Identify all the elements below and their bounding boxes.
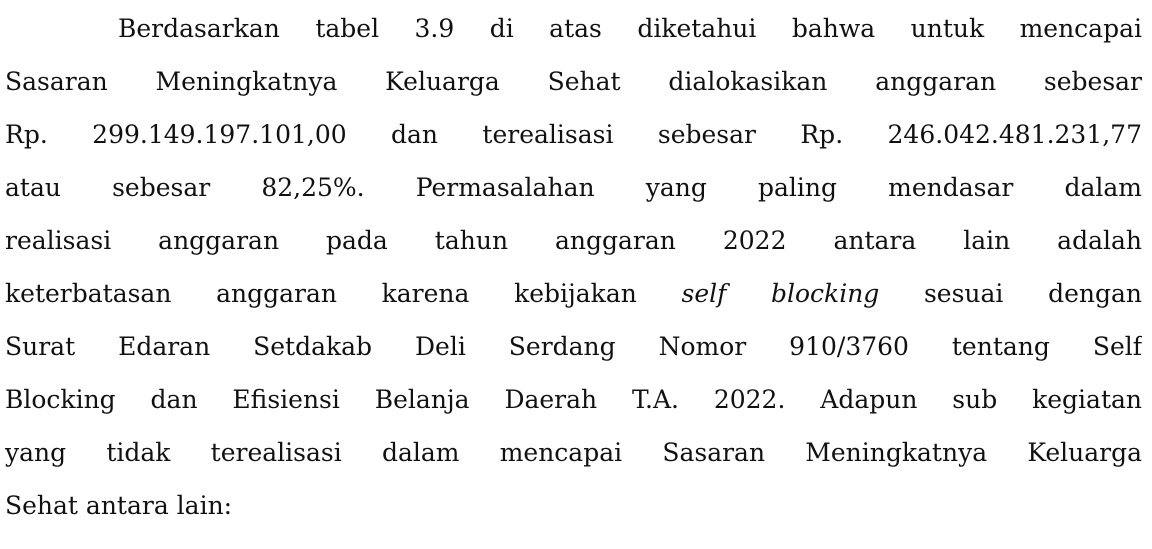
text-line: Rp. 299.149.197.101,00 dan terealisasi s… — [5, 120, 1142, 149]
text-line: keterbatasan anggaran karena kebijakan s… — [5, 267, 1142, 320]
text-line: Sehat antara lain: — [5, 491, 233, 520]
text-line: Berdasarkan tabel 3.9 di atas diketahui … — [118, 14, 1142, 43]
paragraph: Berdasarkan tabel 3.9 di atas diketahui … — [5, 2, 1142, 532]
text-line: Surat Edaran Setdakab Deli Serdang Nomor… — [5, 332, 1142, 361]
text: keterbatasan anggaran karena kebijakan — [5, 279, 637, 308]
text-line: atau sebesar 82,25%. Permasalahan yang p… — [5, 173, 1142, 202]
text: sesuai dengan — [923, 279, 1142, 308]
emphasis: self blocking — [681, 279, 880, 308]
text-line: Blocking dan Efisiensi Belanja Daerah T.… — [5, 385, 1142, 414]
text-line: realisasi anggaran pada tahun anggaran 2… — [5, 226, 1142, 255]
text-line: yang tidak terealisasi dalam mencapai Sa… — [5, 438, 1142, 467]
text-line: Sasaran Meningkatnya Keluarga Sehat dial… — [5, 67, 1142, 96]
